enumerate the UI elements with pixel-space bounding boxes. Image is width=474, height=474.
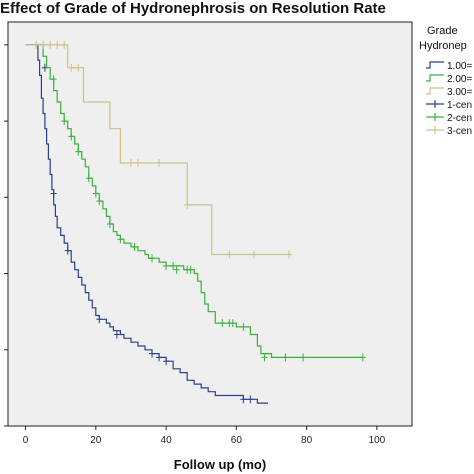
legend-label-2: 2.00= bbox=[447, 74, 472, 85]
censor-mark-2-19 bbox=[240, 322, 247, 331]
censor-mark-1-1 bbox=[50, 189, 57, 198]
censor-mark-3-12 bbox=[250, 250, 257, 259]
x-axis-ticks: 0 20 40 60 80 100 bbox=[23, 426, 386, 446]
legend-label-1: 1.00= bbox=[447, 61, 472, 72]
legend-swatch-5 bbox=[426, 113, 444, 121]
censor-mark-3-0 bbox=[33, 40, 40, 49]
legend-swatch-2 bbox=[426, 74, 444, 82]
censor-mark-3-9 bbox=[156, 159, 163, 168]
x-axis-label: Follow up (mo) bbox=[174, 457, 266, 472]
censor-mark-3-13 bbox=[286, 250, 293, 259]
censor-mark-2-21 bbox=[282, 353, 289, 362]
censor-mark-2-9 bbox=[131, 242, 138, 251]
plot-area bbox=[7, 21, 413, 427]
legend-item-5: 2-cen bbox=[426, 113, 472, 124]
censor-mark-3-2 bbox=[47, 40, 54, 49]
legend-swatch-1 bbox=[426, 61, 444, 69]
censor-mark-3-1 bbox=[40, 40, 47, 49]
censor-mark-1-7 bbox=[163, 357, 170, 366]
censor-mark-3-4 bbox=[61, 40, 68, 49]
censor-mark-2-12 bbox=[170, 261, 177, 270]
series-line-1 bbox=[25, 44, 268, 404]
legend-swatch-6 bbox=[426, 126, 444, 134]
censor-mark-2-11 bbox=[163, 261, 170, 270]
censor-mark-3-5 bbox=[68, 63, 75, 72]
censor-mark-1-9 bbox=[247, 395, 254, 404]
series-layer bbox=[25, 40, 366, 404]
censor-mark-2-7 bbox=[106, 220, 113, 228]
x-tick-label-3: 60 bbox=[231, 435, 243, 446]
censor-mark-2-20 bbox=[261, 353, 268, 362]
censor-mark-3-11 bbox=[226, 250, 233, 259]
censor-mark-1-2 bbox=[64, 246, 71, 255]
legend-label-3: 3.00= bbox=[447, 87, 472, 98]
legend-label-6: 3-cen bbox=[447, 126, 472, 137]
censor-mark-3-6 bbox=[75, 63, 82, 72]
legend-item-3: 3.00= bbox=[426, 87, 472, 98]
censor-mark-3-10 bbox=[184, 200, 191, 209]
censor-mark-2-13 bbox=[173, 265, 180, 274]
legend-item-2: 2.00= bbox=[426, 74, 472, 85]
censor-mark-1-3 bbox=[96, 315, 103, 324]
x-tick-label-5: 100 bbox=[369, 435, 386, 446]
censor-mark-3-7 bbox=[127, 159, 134, 168]
legend-title-line-2: Hydronep bbox=[419, 40, 467, 52]
legend-item-1: 1.00= bbox=[426, 61, 472, 72]
censor-mark-2-3 bbox=[75, 147, 82, 156]
legend-label-5: 2-cen bbox=[447, 113, 472, 124]
censor-mark-2-1 bbox=[61, 117, 68, 126]
censor-mark-1-5 bbox=[149, 349, 156, 358]
censor-mark-2-22 bbox=[300, 353, 307, 362]
censor-mark-1-6 bbox=[156, 353, 163, 362]
x-tick-label-2: 40 bbox=[161, 435, 173, 446]
censor-mark-2-23 bbox=[359, 353, 366, 362]
x-tick-label-1: 20 bbox=[90, 435, 102, 446]
legend: Grade Hydronep 1.00= 2.00= 3.00= 1-cen 2-cen… bbox=[419, 25, 472, 137]
legend-label-4: 1-cen bbox=[447, 100, 472, 111]
censor-mark-3-3 bbox=[54, 40, 61, 49]
censor-mark-2-8 bbox=[117, 235, 124, 244]
censor-mark-2-10 bbox=[149, 254, 156, 263]
legend-item-6: 3-cen bbox=[426, 126, 472, 137]
legend-item-4: 1-cen bbox=[426, 100, 472, 111]
legend-swatch-4 bbox=[426, 100, 444, 108]
censor-mark-2-18 bbox=[229, 319, 236, 328]
censor-mark-2-0 bbox=[50, 75, 57, 84]
y-axis-ticks bbox=[4, 44, 8, 427]
legend-title-line-1: Grade bbox=[427, 25, 458, 37]
x-tick-label-0: 0 bbox=[23, 435, 29, 446]
censor-mark-2-5 bbox=[92, 189, 99, 198]
censor-mark-1-8 bbox=[240, 395, 247, 404]
legend-swatch-3 bbox=[426, 87, 444, 95]
censor-mark-2-4 bbox=[85, 174, 92, 183]
censor-mark-2-16 bbox=[219, 319, 226, 328]
censor-mark-1-4 bbox=[113, 330, 120, 339]
series-line-2 bbox=[25, 44, 363, 358]
censor-mark-2-15 bbox=[187, 265, 194, 274]
censor-mark-3-8 bbox=[134, 159, 141, 168]
x-tick-label-4: 80 bbox=[301, 435, 313, 446]
chart-title: Effect of Grade of Hydronephrosis on Res… bbox=[0, 0, 386, 17]
censor-mark-2-2 bbox=[68, 132, 75, 141]
censor-mark-2-6 bbox=[96, 197, 103, 206]
